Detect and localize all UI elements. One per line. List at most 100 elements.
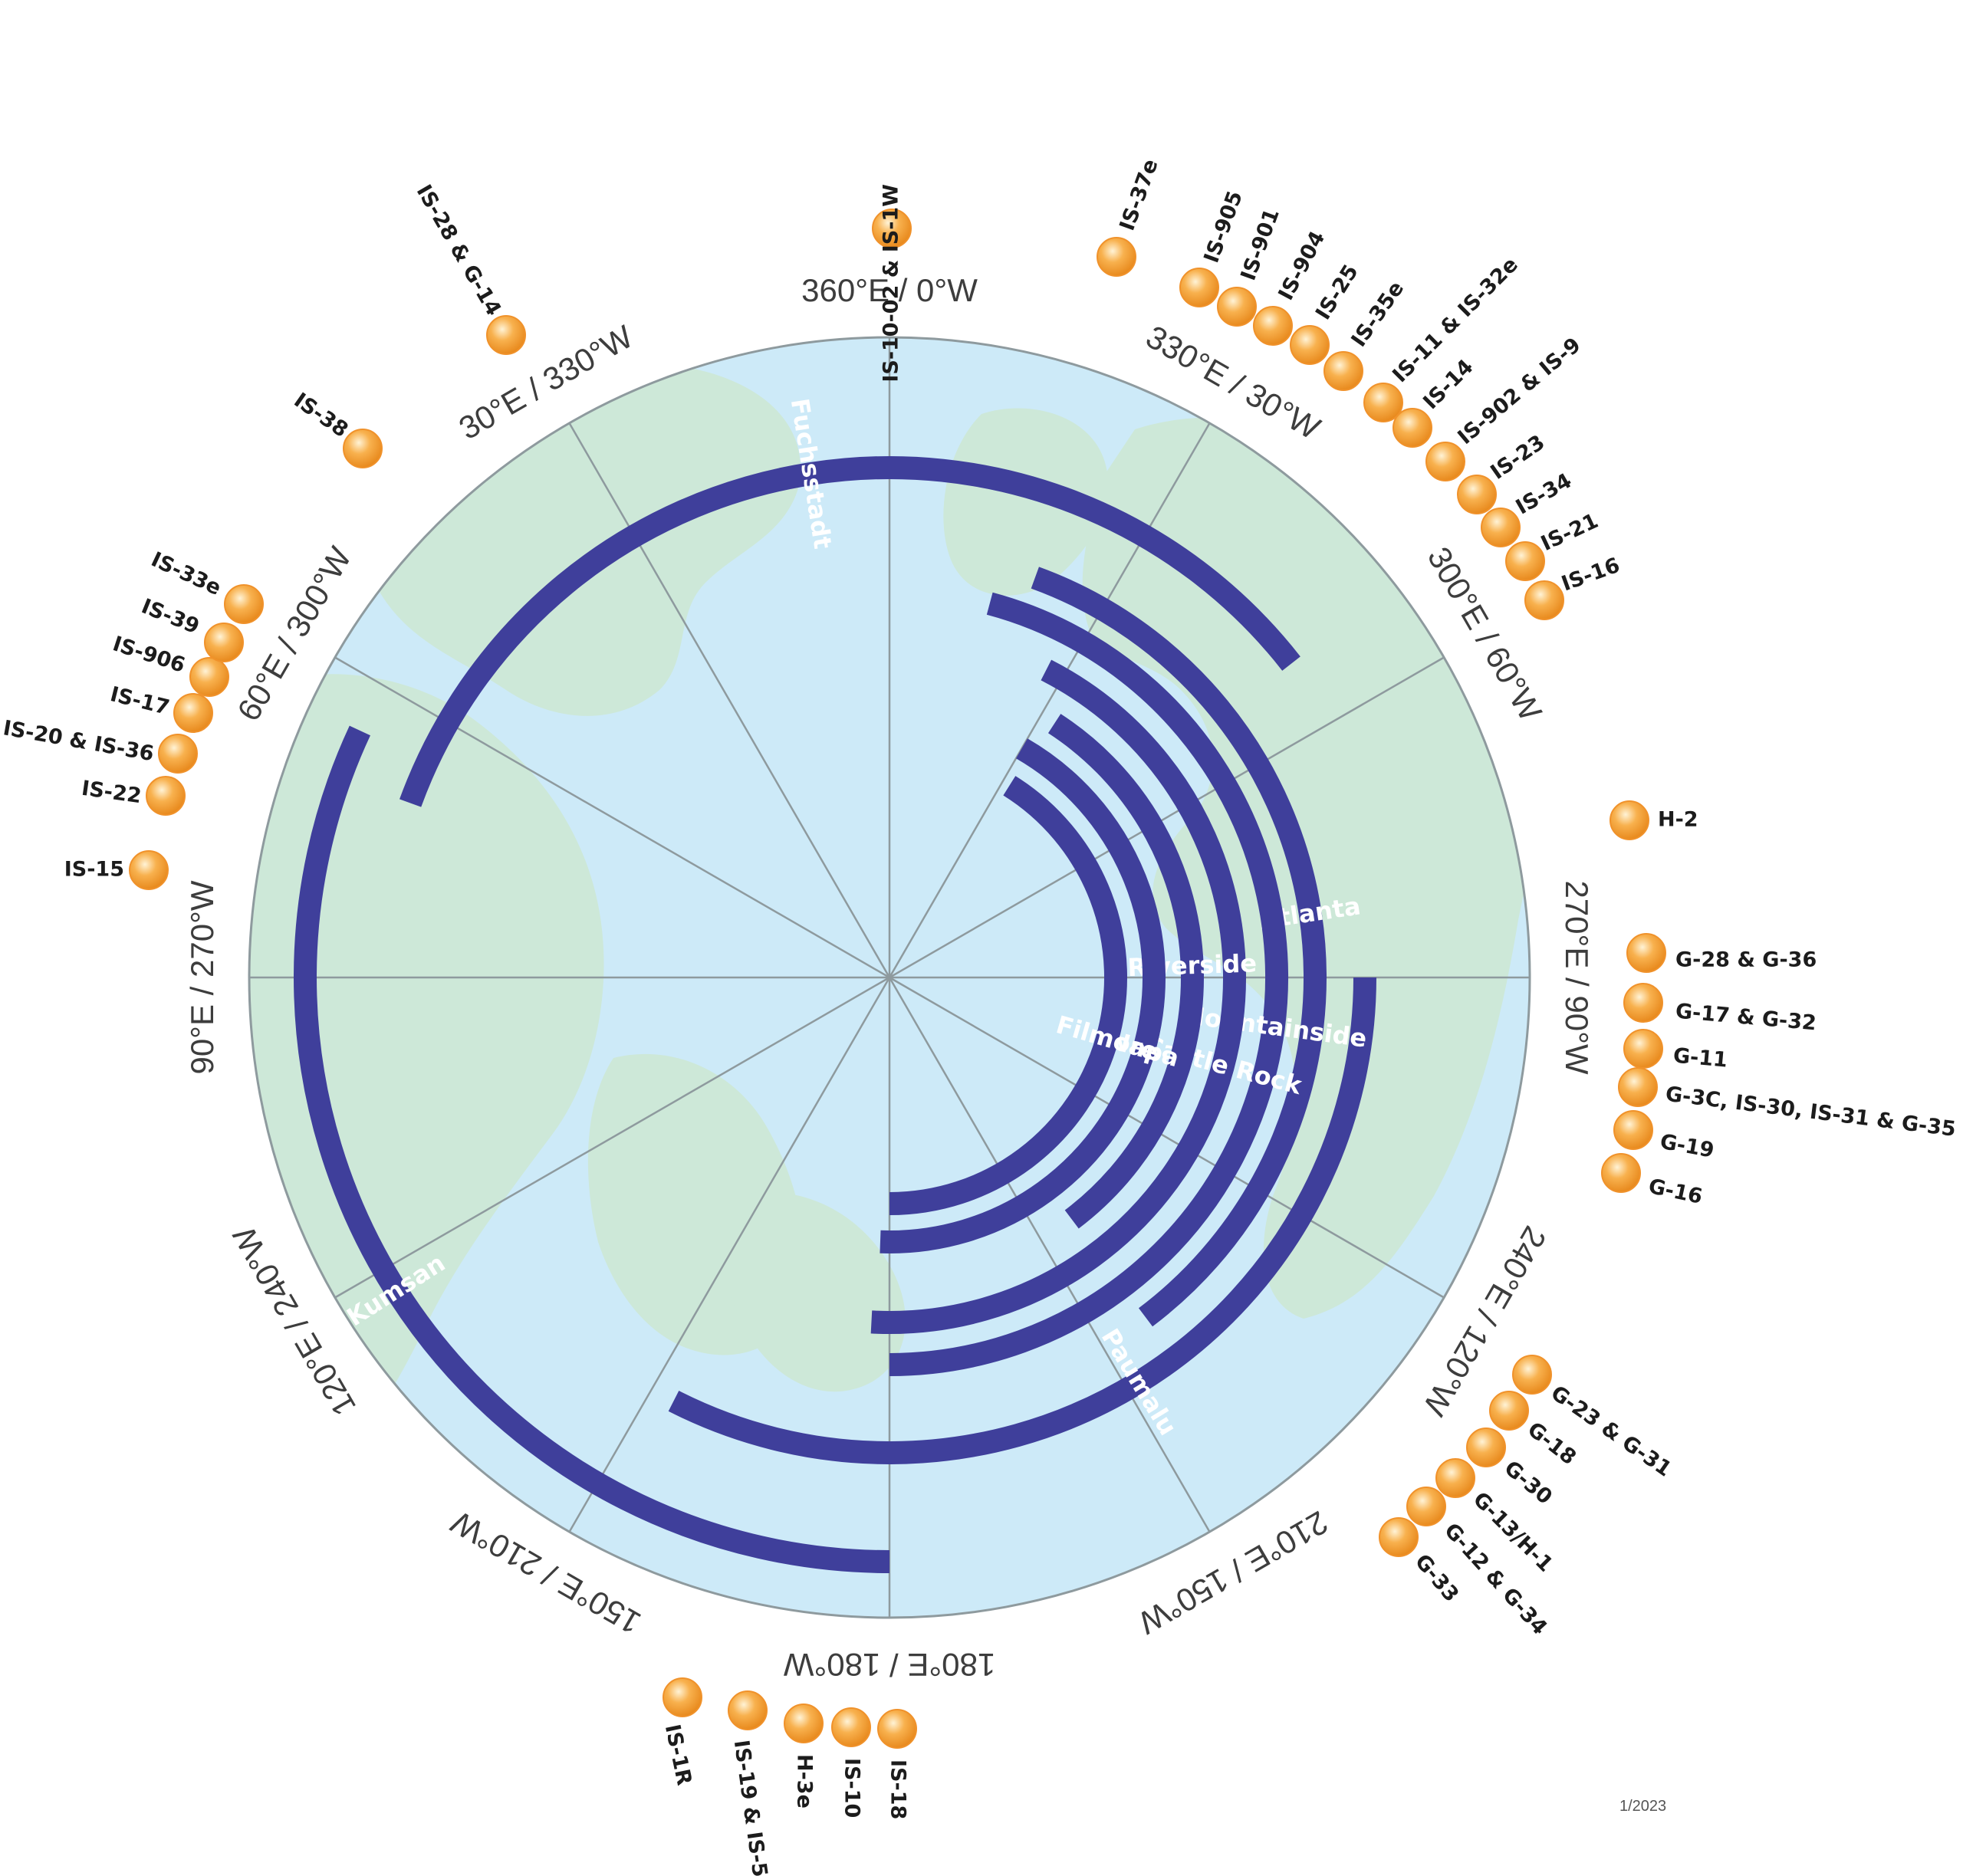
satellite-label: IS-19 & IS-5 [729,1739,772,1876]
satellite-icon [1512,1355,1552,1395]
satellite-icon [1601,1153,1641,1193]
satellite-label: IS-23 [1487,431,1550,485]
satellite-label: IS-18 [886,1759,910,1819]
meridian-line [568,422,891,978]
satellite-icon [1406,1487,1446,1526]
satellite-label: IS-20 & IS-36 [2,716,156,766]
satellite-label: H-3e [793,1754,817,1809]
satellite-label: G-17 & G-32 [1675,1000,1817,1036]
meridian-line [889,656,1445,979]
satellite-label: IS-10 [840,1758,864,1818]
satellite-icon [1435,1458,1475,1498]
satellite-icon [146,776,186,816]
satellite-label: G-18 [1523,1418,1580,1470]
satellite-icon [224,584,264,624]
satellite-icon [1393,408,1432,448]
meridian-line [888,977,1211,1533]
satellite-icon [1610,800,1649,840]
satellite-icon [1323,351,1363,391]
satellite-icon [877,1709,917,1749]
satellite-label: G-11 [1672,1044,1728,1073]
satellite-label: IS-22 [80,777,143,809]
coverage-arc [880,738,1166,1253]
landmass-alaska [718,1191,906,1392]
satellite-label: IS-904 [1274,228,1330,304]
meridian-line [888,422,1211,978]
coverage-arc [1031,567,1327,1327]
satellite-label: IS-905 [1199,188,1247,266]
satellite-label: IS-902 & IS-9 [1453,333,1585,450]
satellite-label: G-28 & G-36 [1675,948,1817,972]
satellite-label: IS-28 & G-14 [412,181,506,320]
satellite-icon [158,734,198,774]
satellite-icon [1425,442,1465,481]
satellite-label: G-19 [1658,1130,1715,1163]
degree-label: 180°E / 180°W [783,1647,995,1683]
satellite-label: IS-38 [290,389,353,442]
satellite-label: IS-17 [108,682,172,720]
satellite-icon [1489,1391,1529,1431]
meridian-line [334,976,890,1299]
satellite-icon [1466,1428,1506,1467]
satellite-label: G-30 [1500,1456,1557,1509]
satellite-icon [1457,475,1497,514]
satellite-label: H-2 [1658,808,1698,832]
coverage-arc [870,659,1246,1334]
satellite-icon [1379,1517,1419,1557]
satellite-icon [1217,287,1257,327]
satellite-label: IS-39 [138,594,202,639]
degree-label: 90°E / 270°W [184,880,220,1074]
satellite-label: G-16 [1646,1175,1705,1209]
satellite-icon [1618,1067,1658,1107]
satellite-icon [1623,983,1663,1023]
satellite-icon [1626,933,1666,973]
satellite-icon [831,1707,871,1747]
date-label: 1/2023 [1619,1798,1666,1815]
satellite-label: G-33 [1410,1549,1463,1606]
satellite-icon [1097,237,1136,277]
satellite-label: IS-15 [64,858,124,882]
satellite-label: IS-25 [1311,261,1363,324]
satellite-icon [728,1690,768,1730]
satellite-label: IS-10-02 & IS-1W [880,184,903,383]
satellite-label: IS-35e [1346,277,1409,351]
coverage-arc [1047,714,1204,1229]
satellite-icon [1363,383,1403,422]
satellite-icon [1253,306,1293,346]
satellite-icon [1613,1110,1653,1150]
satellite-icon [1505,541,1545,581]
satellite-icon [129,850,169,890]
satellite-label: IS-16 [1558,554,1623,596]
satellite-icon [663,1677,702,1717]
satellite-icon [189,657,229,697]
coverage-arc [889,776,1127,1215]
satellite-icon [173,693,213,733]
satellite-label: IS-1R [660,1723,696,1788]
satellite-icon [784,1704,824,1743]
satellite-icon [1179,268,1219,307]
satellite-icon [1524,580,1564,620]
landmass-greenland [943,408,1109,596]
satellite-icon [204,623,244,662]
coverage-arc [400,456,1300,807]
meridian-line [889,976,1445,1299]
satellite-label: G-3C, IS-30, IS-31 & G-35 [1664,1083,1957,1142]
satellite-label: IS-33e [147,547,225,600]
meridian-lines [249,337,1530,1618]
satellite-icon [1623,1029,1663,1069]
satellite-label: IS-21 [1537,509,1602,556]
coverage-arc [668,977,1376,1464]
landmass-north-america [1082,417,1530,1319]
satellite-label: IS-37e [1115,156,1162,234]
satellite-icon [872,209,912,248]
satellite-icon [486,315,526,355]
coverage-arc [294,725,890,1573]
satellite-icon [343,429,383,468]
satellite-label: IS-906 [110,632,188,677]
satellite-label: IS-34 [1512,469,1576,520]
satellite-icon [1481,508,1521,547]
satellite-label: IS-901 [1236,205,1284,284]
satellite-icon [1290,325,1330,365]
meridian-line [334,656,890,979]
